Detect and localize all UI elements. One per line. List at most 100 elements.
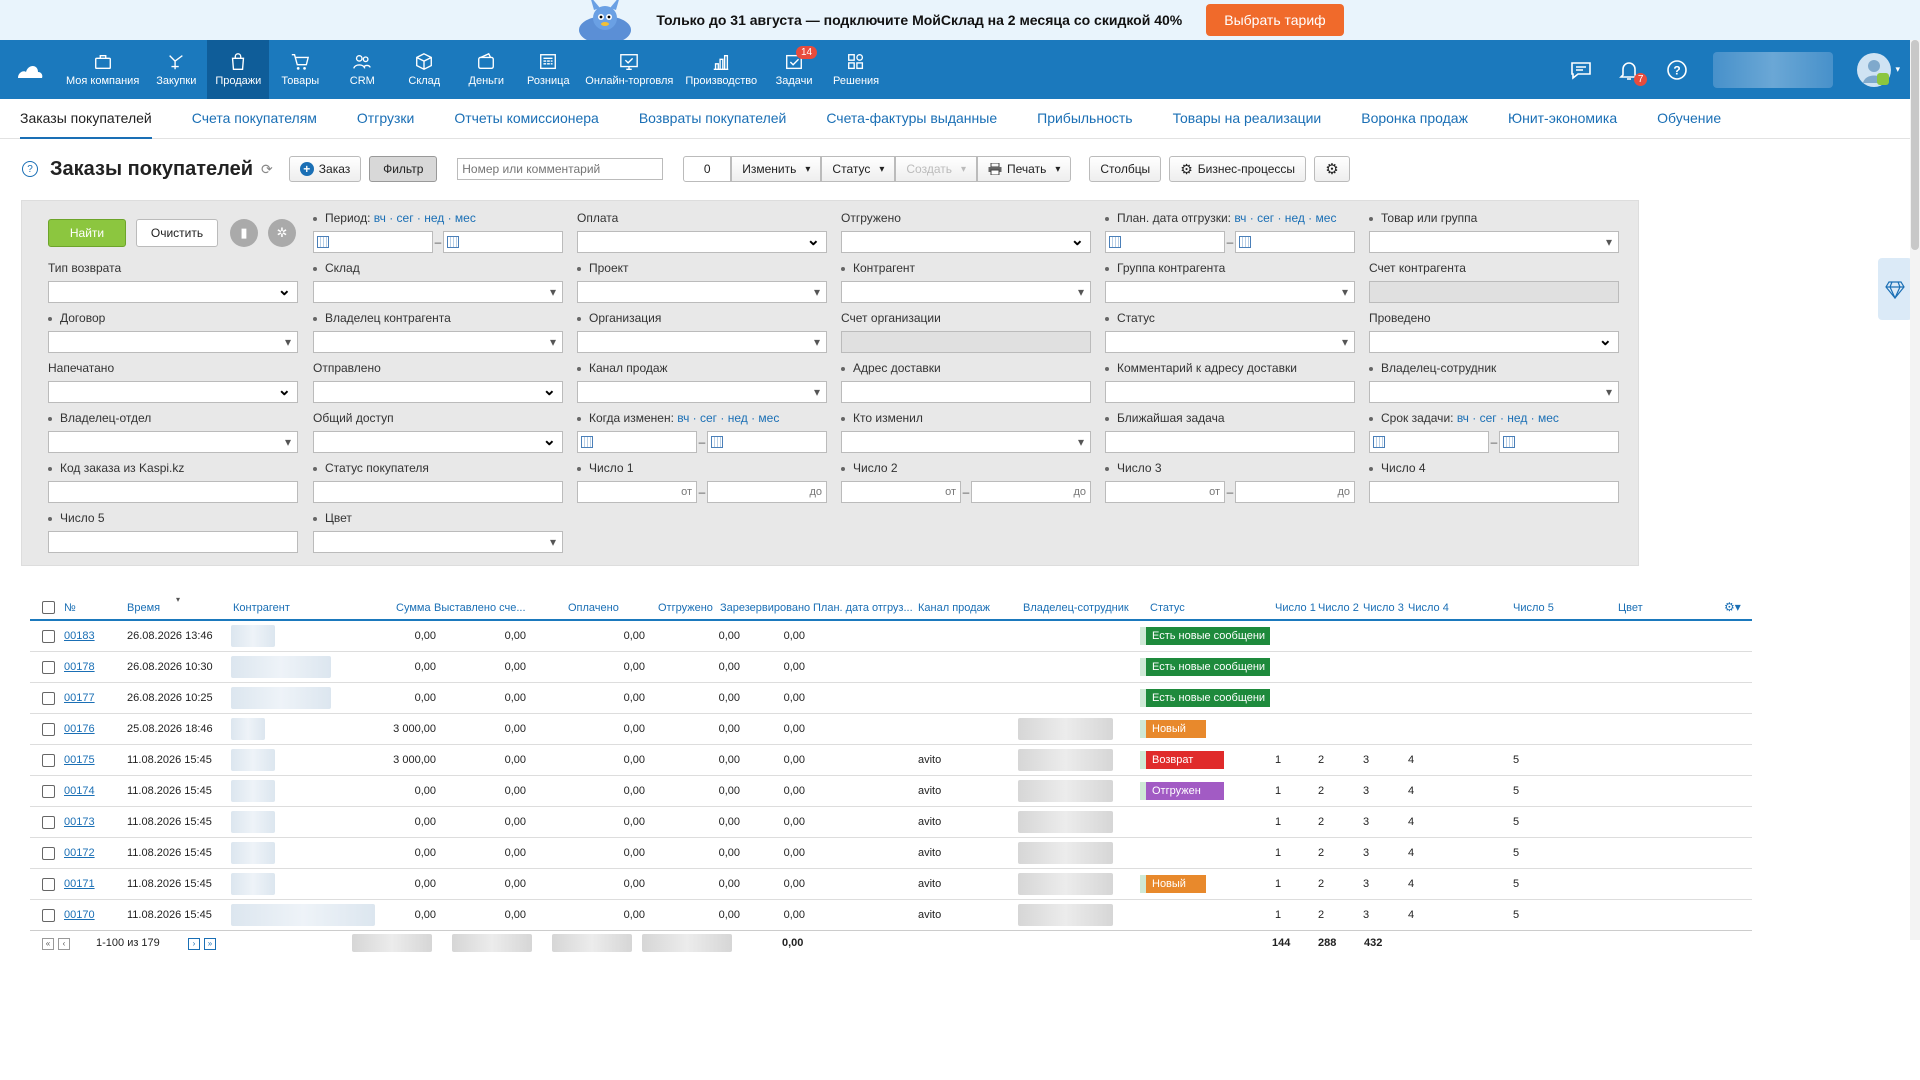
row-checkbox[interactable] [42,847,55,860]
status-badge[interactable]: Возврат [1140,751,1224,769]
status-badge[interactable]: Есть новые сообщени [1140,658,1270,676]
filter-input[interactable] [841,230,1091,253]
notifications-bell-icon[interactable]: 7 [1617,58,1648,86]
column-header-invoiced[interactable]: Выставлено сче... [434,602,526,614]
subnav-tab-9[interactable]: Юнит-экономика [1507,109,1618,126]
range-from-input[interactable]: от [577,481,697,503]
date-to-input[interactable] [1235,231,1355,253]
column-header-counterparty[interactable]: Контрагент [233,602,290,614]
filter-input[interactable] [313,380,563,403]
choose-plan-button[interactable]: Выбрать тариф [1206,4,1344,36]
filter-input[interactable] [1105,281,1355,303]
subnav-tab-8[interactable]: Воронка продаж [1361,109,1468,126]
status-dropdown[interactable]: Статус [821,156,896,182]
row-checkbox[interactable] [42,754,55,767]
business-processes-button[interactable]: ⚙ Бизнес-процессы [1169,156,1307,182]
first-page-icon[interactable]: « [42,938,54,950]
row-checkbox[interactable] [42,692,55,705]
order-number-link[interactable]: 00175 [64,754,95,766]
filter-input[interactable] [48,531,298,553]
column-header-n1[interactable]: Число 1 [1275,602,1316,614]
order-number-link[interactable]: 00183 [64,630,95,642]
side-widget[interactable] [1878,258,1912,320]
table-row[interactable]: 00178 26.08.2026 10:30 0,00 0,00 0,00 0,… [30,652,1752,683]
range-to-input[interactable]: до [1235,481,1355,503]
filter-input[interactable] [313,281,563,303]
range-from-input[interactable]: от [1105,481,1225,503]
filter-input[interactable] [1105,331,1355,353]
nav-item-5[interactable]: Склад [393,40,455,99]
chat-icon[interactable] [1569,58,1593,82]
subnav-tab-1[interactable]: Счета покупателям [191,109,317,126]
order-number[interactable]: 00173 [64,816,95,828]
nav-item-6[interactable]: Деньги [455,40,517,99]
subnav-tab-0[interactable]: Заказы покупателей [20,99,152,139]
column-header-status[interactable]: Статус [1150,602,1185,614]
column-header-num[interactable]: № [64,602,76,614]
row-checkbox[interactable] [42,909,55,922]
filter-input[interactable] [577,281,827,303]
status-badge[interactable]: Новый [1140,720,1206,738]
nav-item-9[interactable]: Производство [679,40,763,99]
nav-item-7[interactable]: Розница [517,40,579,99]
column-header-owner[interactable]: Владелец-сотрудник [1023,602,1129,614]
nav-item-10[interactable]: Задачи 14 [763,40,825,99]
filter-input[interactable] [841,431,1091,453]
nav-item-2[interactable]: Продажи [207,40,270,99]
find-button[interactable]: Найти [48,219,126,247]
table-row[interactable]: 00170 11.08.2026 15:45 0,00 0,00 0,00 0,… [30,900,1752,931]
filter-input[interactable] [1369,330,1619,353]
period-links[interactable]: вч · сег · нед · мес [373,211,476,225]
next-page-icon[interactable]: › [188,938,200,950]
filter-input[interactable] [48,481,298,503]
bookmark-icon[interactable]: ▮ [230,219,258,247]
row-checkbox[interactable] [42,878,55,891]
subnav-tab-3[interactable]: Отчеты комиссионера [454,109,599,126]
column-header-sum[interactable]: Сумма [396,602,431,614]
help-icon[interactable]: ? [1665,58,1689,82]
order-number-link[interactable]: 00173 [64,816,95,828]
subnav-tab-6[interactable]: Прибыльность [1037,109,1133,126]
nav-item-1[interactable]: Закупки [145,40,207,99]
order-number[interactable]: 00172 [64,847,95,859]
order-number[interactable]: 00183 [64,630,95,642]
nav-item-3[interactable]: Товары [269,40,331,99]
status-badge[interactable]: Есть новые сообщени [1140,689,1270,707]
table-row[interactable]: 00176 25.08.2026 18:46 3 000,00 0,00 0,0… [30,714,1752,745]
column-header-n5[interactable]: Число 5 [1513,602,1554,614]
search-input[interactable] [457,158,664,180]
filter-settings-icon[interactable]: ✲ [268,219,296,247]
filter-button[interactable]: Фильтр [369,156,438,182]
create-dropdown[interactable]: Создать [895,156,978,182]
logo[interactable] [0,40,60,99]
filter-input[interactable] [48,280,298,303]
table-row[interactable]: 00172 11.08.2026 15:45 0,00 0,00 0,00 0,… [30,838,1752,869]
order-number-link[interactable]: 00174 [64,785,95,797]
filter-input[interactable] [1369,231,1619,253]
date-from-input[interactable] [1105,231,1225,253]
print-dropdown[interactable]: Печать [977,156,1072,182]
order-number[interactable]: 00175 [64,754,95,766]
select-all-checkbox[interactable] [42,601,55,614]
date-to-input[interactable] [1499,431,1619,453]
nav-item-0[interactable]: Моя компания [60,40,145,99]
column-header-channel[interactable]: Канал продаж [918,602,991,614]
filter-input[interactable] [841,381,1091,403]
filter-input[interactable] [48,431,298,453]
column-header-color[interactable]: Цвет [1618,602,1643,614]
nav-item-11[interactable]: Решения [825,40,887,99]
order-number[interactable]: 00174 [64,785,95,797]
columns-button[interactable]: Столбцы [1089,156,1162,182]
row-checkbox[interactable] [42,723,55,736]
table-row[interactable]: 00173 11.08.2026 15:45 0,00 0,00 0,00 0,… [30,807,1752,838]
row-checkbox[interactable] [42,630,55,643]
order-number[interactable]: 00176 [64,723,95,735]
new-order-button[interactable]: + Заказ [288,156,362,182]
scrollbar-thumb[interactable] [1911,40,1919,250]
table-row[interactable]: 00183 26.08.2026 13:46 0,00 0,00 0,00 0,… [30,621,1752,652]
column-header-n3[interactable]: Число 3 [1363,602,1404,614]
nav-item-8[interactable]: Онлайн-торговля [579,40,679,99]
subnav-tab-7[interactable]: Товары на реализации [1172,109,1322,126]
column-header-plan[interactable]: План. дата отгруз... [813,602,913,614]
column-header-paid[interactable]: Оплачено [568,602,619,614]
